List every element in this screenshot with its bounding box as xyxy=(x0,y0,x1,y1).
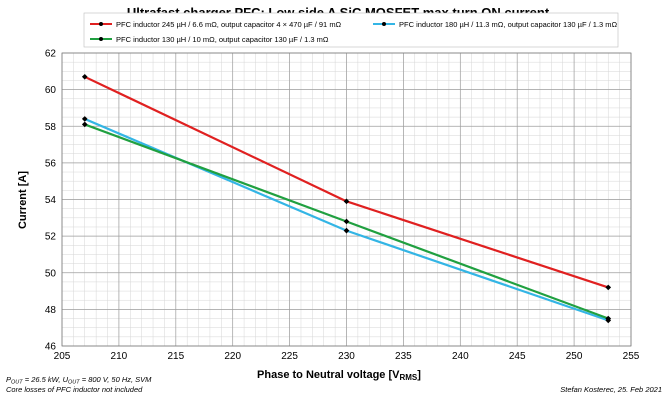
core-losses-note: Core losses of PFC inductor not included xyxy=(6,385,143,394)
legend-marker-2 xyxy=(382,22,386,26)
x-tick-label: 205 xyxy=(54,351,71,362)
x-tick-label: 255 xyxy=(623,351,640,362)
x-axis-title: Phase to Neutral voltage [VRMS] xyxy=(257,369,421,382)
data-point-series-3 xyxy=(81,121,88,128)
data-point-series-1 xyxy=(343,198,350,205)
y-tick-label: 58 xyxy=(45,122,57,133)
x-tick-label: 210 xyxy=(111,351,128,362)
x-tick-label: 220 xyxy=(224,351,241,362)
y-tick-label: 52 xyxy=(45,232,57,243)
y-tick-label: 46 xyxy=(45,342,57,353)
axes: 205 210 215 220 225 230 235 240 245 250 255 46 48 50 5… xyxy=(45,49,640,363)
y-tick-label: 48 xyxy=(45,305,57,316)
legend-entry-2: PFC inductor 180 µH / 11.3 mΩ, output ca… xyxy=(373,20,618,29)
y-tick-label: 56 xyxy=(45,158,57,169)
author-credit: Stefan Kosterec, 25. Feb 2021 xyxy=(560,385,662,394)
data-point-series-3 xyxy=(343,218,350,225)
data-point-series-2 xyxy=(81,116,88,122)
data-point-series-1 xyxy=(81,73,88,80)
legend-label-1: PFC inductor 245 µH / 6.6 mΩ, output cap… xyxy=(116,20,342,29)
y-axis-title: Current [A] xyxy=(17,171,29,229)
data-point-series-2 xyxy=(343,227,350,234)
y-tick-label: 54 xyxy=(45,195,57,206)
series xyxy=(81,73,612,324)
x-tick-label: 235 xyxy=(395,351,412,362)
x-tick-label: 240 xyxy=(452,351,469,362)
legend-marker-1 xyxy=(99,22,103,26)
x-tick-label: 245 xyxy=(509,351,526,362)
legend-entry-3: PFC inductor 130 µH / 10 mΩ, output capa… xyxy=(90,35,329,44)
legend-entry-1: PFC inductor 245 µH / 6.6 mΩ, output cap… xyxy=(90,20,342,29)
x-tick-label: 225 xyxy=(281,351,298,362)
plot-frame xyxy=(61,52,632,347)
legend-label-2: PFC inductor 180 µH / 11.3 mΩ, output ca… xyxy=(399,20,618,29)
y-tick-label: 62 xyxy=(45,49,57,60)
grid xyxy=(61,52,632,347)
x-tick-label: 230 xyxy=(338,351,355,362)
y-tick-label: 60 xyxy=(45,85,57,96)
legend-frame xyxy=(83,12,619,48)
legend: PFC inductor 245 µH / 6.6 mΩ, output cap… xyxy=(83,12,619,48)
legend-marker-3 xyxy=(99,37,103,41)
data-point-series-1 xyxy=(605,284,612,291)
x-tick-label: 215 xyxy=(167,351,184,362)
legend-label-3: PFC inductor 130 µH / 10 mΩ, output capa… xyxy=(116,35,329,44)
x-tick-label: 250 xyxy=(566,351,583,362)
data-point-series-3 xyxy=(605,315,612,322)
conditions-note: POUT = 26.5 kW, UOUT = 800 V, 50 Hz, SVM xyxy=(6,375,152,386)
y-tick-label: 50 xyxy=(45,268,57,279)
